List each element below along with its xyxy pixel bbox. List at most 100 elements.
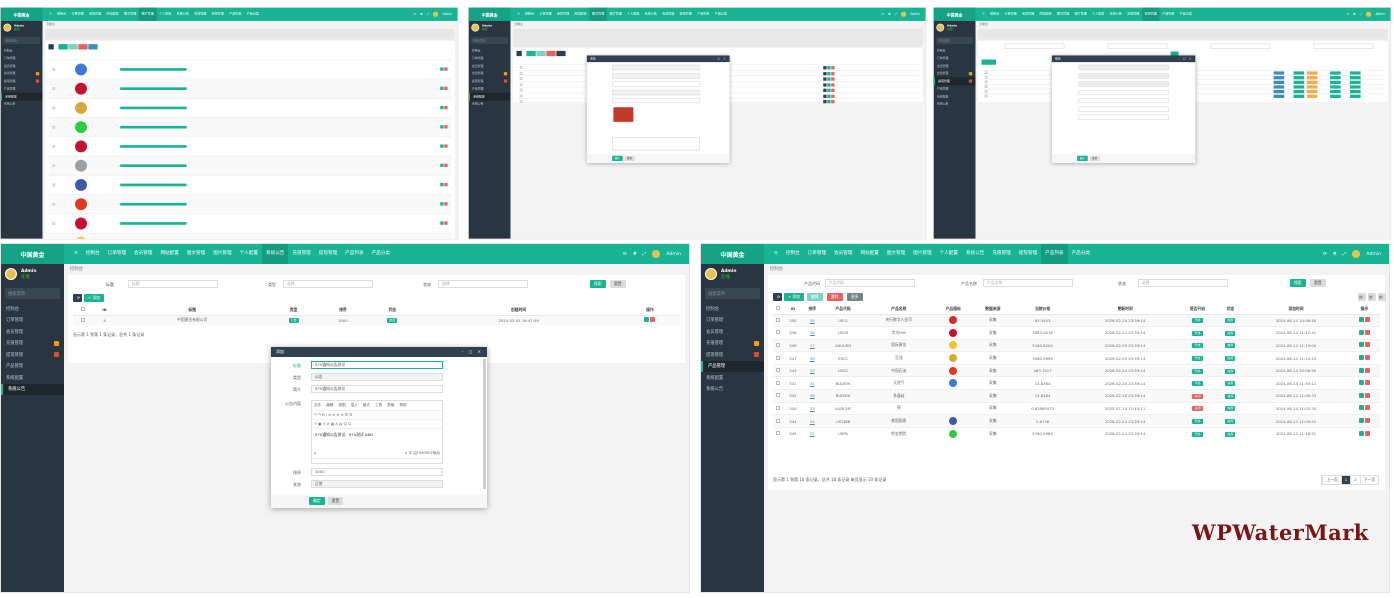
user-name[interactable]: Admin	[1375, 12, 1386, 16]
sort-input[interactable]: 1000	[311, 468, 443, 476]
action-icon[interactable]	[831, 77, 835, 81]
image-url-link[interactable]	[120, 106, 187, 110]
row-checkbox[interactable]	[984, 90, 988, 93]
action-icon[interactable]	[831, 99, 835, 104]
row-checkbox[interactable]	[984, 94, 988, 98]
filter-0-input[interactable]: 产品代码	[825, 279, 915, 287]
page-button[interactable]: 2	[1350, 476, 1359, 484]
toolbar-button[interactable]	[526, 50, 536, 57]
select-all-checkbox[interactable]	[81, 307, 86, 312]
status-badge[interactable]: 启用	[1225, 381, 1236, 387]
menu-toggle-icon[interactable]: ≡	[74, 251, 78, 256]
sidebar-item[interactable]: 提现管理	[1, 349, 64, 361]
status-badge[interactable]: 启用	[1225, 330, 1236, 336]
fullscreen-icon[interactable]: ⤢	[1359, 12, 1363, 17]
field-input[interactable]	[612, 73, 700, 79]
sidebar-search[interactable]: 搜索菜单	[5, 288, 60, 299]
edit-icon[interactable]	[440, 144, 444, 148]
user-name[interactable]: Admin	[666, 251, 681, 257]
sidebar-item[interactable]: 会员管理	[1, 62, 43, 70]
top-nav-item[interactable]: 订单管理	[71, 12, 84, 16]
top-nav-item[interactable]: 提现管理	[679, 12, 692, 16]
top-nav-item[interactable]: 产品分类	[1179, 12, 1192, 16]
action-icon[interactable]	[823, 99, 827, 104]
sidebar-item[interactable]: 订单管理	[934, 54, 976, 62]
delete-icon[interactable]	[1364, 317, 1370, 323]
editor-menu-item[interactable]: 表格	[387, 403, 395, 407]
field-input[interactable]: 970通知公告测试	[311, 361, 443, 369]
fullscreen-icon[interactable]: ⤢	[894, 12, 898, 17]
sidebar-item[interactable]: 控制台	[1, 47, 43, 55]
row-checkbox[interactable]	[776, 368, 781, 373]
top-nav-item[interactable]: 产品列表	[1162, 12, 1175, 16]
top-nav-item[interactable]: 产品列表	[1041, 244, 1068, 264]
toolbar-button[interactable]	[78, 44, 88, 50]
top-nav-item[interactable]: 控制台	[785, 251, 800, 256]
top-nav-item[interactable]: 网站配置	[860, 251, 879, 256]
top-nav-item[interactable]: 个人配置	[1092, 12, 1105, 16]
delete-icon[interactable]	[1364, 329, 1370, 335]
sidebar-item[interactable]: 系统配置	[468, 92, 511, 101]
sort-link[interactable]: 36	[809, 355, 815, 361]
toolbar-button-2[interactable]: 删除	[827, 293, 843, 301]
confirm-button[interactable]: 确定	[612, 155, 623, 162]
search-toggle-icon[interactable]: ▤	[1378, 293, 1386, 301]
sort-link[interactable]: 35	[809, 368, 815, 374]
row-checkbox[interactable]	[519, 71, 523, 75]
edit-icon[interactable]	[1358, 355, 1364, 361]
row-checkbox[interactable]	[776, 342, 781, 347]
refresh-icon[interactable]: ⟳	[413, 12, 417, 16]
row-checkbox[interactable]	[776, 380, 781, 385]
sidebar-item[interactable]: 会员管理	[1, 326, 64, 338]
top-nav-item[interactable]: 产品列表	[345, 251, 364, 256]
top-nav-item[interactable]: 个人配置	[239, 251, 258, 256]
status-badge[interactable]: 启用	[1225, 318, 1236, 324]
status-button[interactable]	[1273, 85, 1285, 89]
sidebar-search[interactable]: 搜索菜单	[936, 36, 973, 45]
delete-icon[interactable]	[444, 86, 448, 90]
filter-input[interactable]	[1313, 43, 1374, 49]
delete-icon[interactable]	[1364, 405, 1370, 411]
status-badge[interactable]: 启用	[1225, 368, 1236, 374]
field-input[interactable]	[612, 81, 700, 87]
status-button[interactable]	[1330, 85, 1341, 89]
toolbar-button[interactable]	[536, 50, 546, 57]
action-icon[interactable]	[823, 77, 827, 81]
status-badge[interactable]: 启用	[1225, 419, 1236, 425]
row-checkbox[interactable]	[519, 94, 523, 97]
delete-icon[interactable]	[444, 125, 448, 129]
row-checkbox[interactable]	[519, 66, 523, 69]
open-toggle-badge[interactable]: 开启	[1192, 368, 1203, 374]
fullscreen-icon[interactable]: ⤢	[426, 12, 430, 17]
top-nav-item[interactable]: 提现管理	[1142, 7, 1160, 21]
sort-link[interactable]: 35	[809, 317, 815, 323]
reset-button[interactable]: 重置	[327, 497, 344, 505]
search-button[interactable]: 搜索	[590, 280, 606, 288]
field-input[interactable]	[1078, 114, 1169, 120]
sidebar-item[interactable]: 系统公告	[469, 100, 511, 108]
toolbar-button-0[interactable]: + 添加	[784, 293, 804, 301]
status-button[interactable]	[1273, 71, 1285, 75]
sort-link[interactable]: 36	[809, 330, 815, 336]
status-button[interactable]	[1306, 90, 1318, 94]
delete-icon[interactable]	[444, 221, 448, 225]
field-input[interactable]: 970通知公告测试	[311, 385, 443, 393]
status-button[interactable]	[1293, 71, 1305, 75]
top-nav-item[interactable]: 充值管理	[194, 12, 207, 16]
filter-input[interactable]	[1210, 43, 1271, 49]
user-avatar[interactable]	[433, 11, 439, 17]
sidebar-item[interactable]: 产品管理	[934, 85, 976, 93]
top-nav-item[interactable]: 产品分类	[1071, 251, 1090, 256]
status-badge[interactable]: 启用	[1225, 343, 1236, 349]
top-nav-item[interactable]: 图片管理	[138, 7, 157, 21]
sidebar-item[interactable]: 产品管理	[701, 360, 764, 372]
top-nav-item[interactable]: 订单管理	[539, 12, 552, 16]
row-checkbox[interactable]	[776, 405, 781, 410]
row-checkbox[interactable]	[519, 88, 523, 92]
editor-menu-item[interactable]: 插入	[350, 403, 358, 407]
row-checkbox[interactable]	[984, 80, 988, 84]
row-checkbox[interactable]	[52, 125, 56, 129]
search-button[interactable]	[1170, 51, 1179, 57]
field-input[interactable]	[612, 89, 700, 95]
row-checkbox[interactable]	[81, 317, 86, 322]
